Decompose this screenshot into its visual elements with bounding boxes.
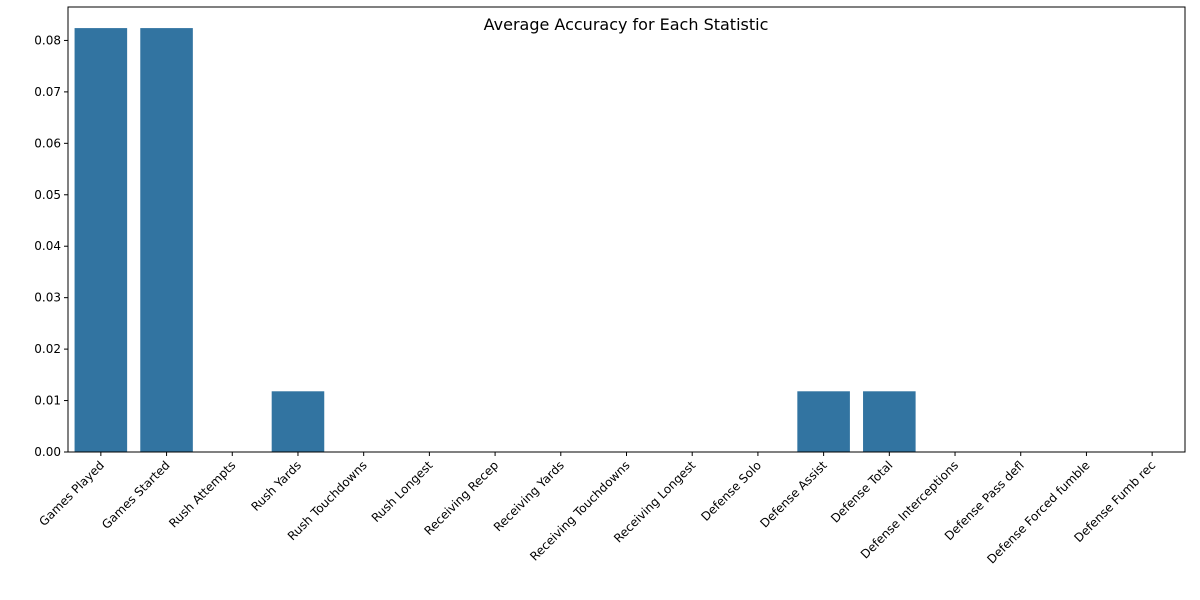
bar: [271, 391, 325, 452]
bar: [863, 391, 916, 452]
y-tick-label: 0.03: [34, 291, 61, 305]
x-tick-label: Rush Yards: [248, 458, 304, 514]
y-tick-label: 0.07: [34, 85, 61, 99]
y-tick-label: 0.04: [34, 239, 61, 253]
y-tick-label: 0.00: [34, 445, 61, 459]
bar: [797, 391, 850, 452]
x-tick-label: Rush Longest: [369, 458, 436, 525]
x-tick-label: Receiving Yards: [491, 458, 567, 534]
x-tick-label: Defense Assist: [757, 458, 830, 531]
y-axis: 0.00 0.01 0.02 0.03 0.04 0.05 0.06 0.07 0.08: [34, 33, 68, 459]
y-tick-label: 0.06: [34, 136, 61, 150]
chart-title: Average Accuracy for Each Statistic: [484, 15, 769, 34]
x-tick-label: Games Started: [99, 458, 173, 532]
x-tick-label: Games Played: [36, 458, 107, 529]
y-tick-label: 0.01: [34, 394, 61, 408]
bar: [140, 28, 193, 452]
plot-frame: [67, 6, 1186, 453]
y-tick-label: 0.02: [34, 342, 61, 356]
x-tick-label: Defense Total: [828, 458, 895, 525]
x-tick-label: Defense Solo: [698, 458, 764, 524]
x-tick-label: Rush Attempts: [166, 458, 238, 530]
bars-group: [74, 28, 916, 452]
y-tick-label: 0.08: [34, 33, 61, 47]
y-tick-label: 0.05: [34, 188, 61, 202]
bar: [74, 28, 128, 452]
